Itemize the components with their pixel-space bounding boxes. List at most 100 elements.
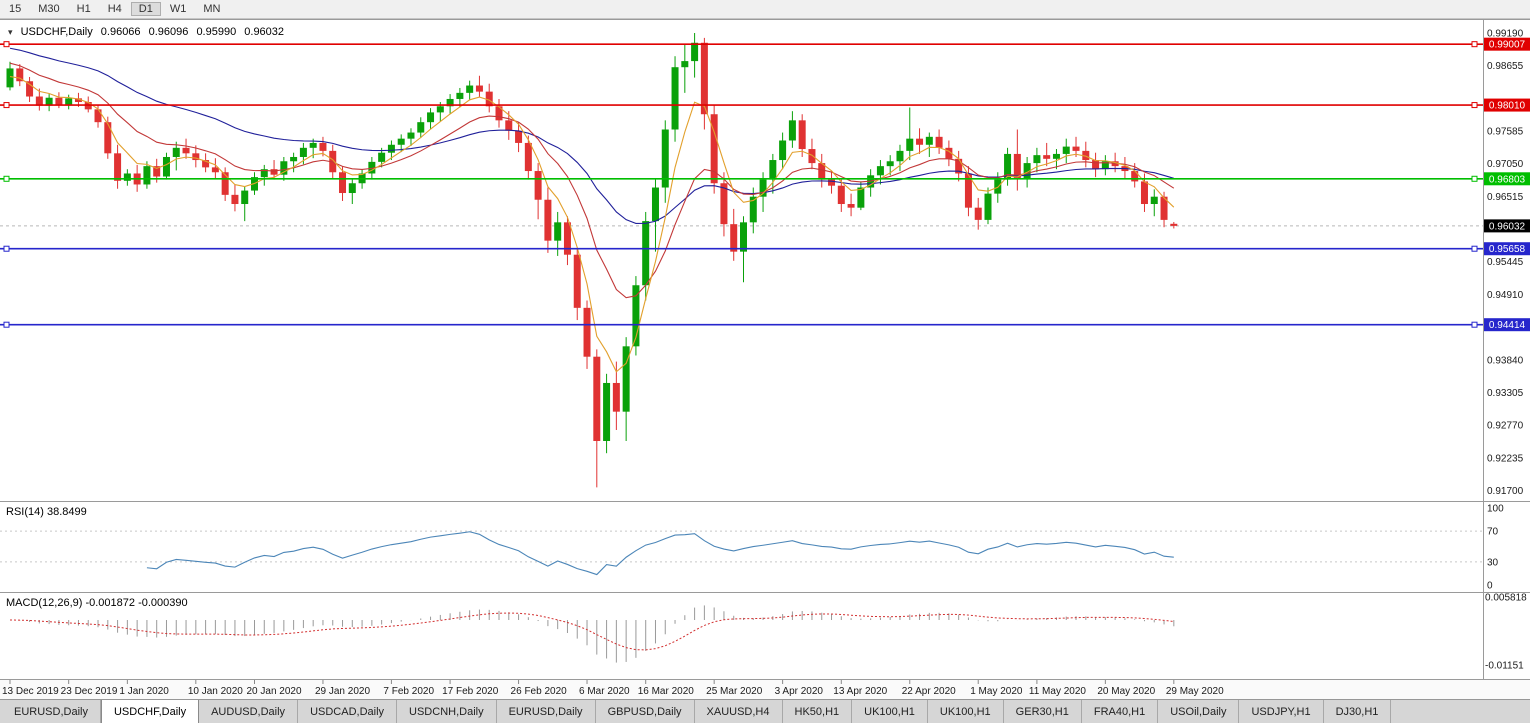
chart-tab-usdcad-daily[interactable]: USDCAD,Daily: [298, 700, 398, 723]
candle-body: [202, 160, 210, 168]
chart-canvas[interactable]: 0.99190 0.98655 0.97585 0.97050 0.96515 0.954…: [0, 19, 1530, 699]
timeframe-button-mn[interactable]: MN: [203, 3, 221, 15]
timeframe-button-h4[interactable]: H4: [107, 3, 122, 15]
date-axis-label: 17 Feb 2020: [442, 686, 499, 697]
candle-body: [935, 136, 943, 148]
candle-body: [681, 61, 689, 68]
candle-body: [1072, 146, 1080, 151]
candle-body: [651, 187, 659, 222]
candle-body: [407, 132, 415, 139]
candle-body: [55, 97, 63, 105]
chart-tab-eurusd-daily[interactable]: EURUSD,Daily: [2, 700, 101, 723]
rsi-indicator-label: RSI(14) 38.8499: [6, 506, 87, 518]
candle-body: [857, 187, 865, 208]
candle-body: [505, 120, 513, 131]
candle-body: [104, 122, 112, 154]
price-axis-badge: [1484, 318, 1530, 332]
price-axis-label: 0.93305: [1487, 388, 1524, 399]
candle-body: [612, 382, 620, 412]
price-axis-badge-label: 0.96803: [1489, 174, 1526, 185]
line-handle[interactable]: [1471, 102, 1478, 109]
chart-area[interactable]: 0.99190 0.98655 0.97585 0.97050 0.96515 0.954…: [0, 19, 1530, 699]
candle-body: [554, 222, 562, 241]
chart-tab-gbpusd-daily[interactable]: GBPUSD,Daily: [595, 700, 695, 723]
candle-body: [417, 122, 425, 133]
candle-body: [16, 68, 24, 82]
candle-body: [94, 109, 102, 123]
chart-tab-eurusd-daily[interactable]: EURUSD,Daily: [496, 700, 596, 723]
candle-body: [632, 285, 640, 347]
candle-body: [788, 120, 796, 141]
symbol-dropdown-icon[interactable]: ▾: [8, 27, 13, 37]
chart-tab-usdchf-daily[interactable]: USDCHF,Daily: [100, 700, 200, 723]
timeframe-button-15[interactable]: 15: [9, 3, 22, 15]
candle-body: [1082, 150, 1090, 161]
line-handle[interactable]: [1471, 245, 1478, 252]
candle-body: [661, 129, 669, 188]
timeframe-button-w1[interactable]: W1: [169, 3, 187, 15]
price-axis-label: 0.93840: [1487, 355, 1524, 366]
chart-tab-audusd-daily[interactable]: AUDUSD,Daily: [199, 700, 299, 723]
chart-tab-xauusd-h4[interactable]: XAUUSD,H4: [694, 700, 783, 723]
chart-tab-usdjpy-h1[interactable]: USDJPY,H1: [1239, 700, 1324, 723]
line-handle[interactable]: [3, 321, 10, 328]
chart-tab-hk50-h1[interactable]: HK50,H1: [782, 700, 853, 723]
chart-tab-bar: EURUSD,Daily USDCHF,Daily AUDUSD,Daily USDC…: [0, 699, 1530, 723]
moving-average-line-13: [9, 62, 1175, 299]
candle-body: [671, 67, 679, 130]
chart-tab-dj30-h1[interactable]: DJ30,H1: [1323, 700, 1392, 723]
candle-body: [515, 130, 523, 143]
candle-body: [387, 144, 395, 153]
timeframe-button-h1[interactable]: H1: [76, 3, 91, 15]
chart-tab-uk100-h1[interactable]: UK100,H1: [927, 700, 1004, 723]
line-handle[interactable]: [3, 102, 10, 109]
candle-body: [397, 138, 405, 145]
candle-body: [700, 42, 708, 115]
candle-body: [270, 169, 278, 175]
line-handle[interactable]: [3, 175, 10, 182]
price-axis-label: 0.91700: [1487, 486, 1524, 497]
candle-body: [192, 153, 200, 161]
candle-body: [603, 382, 611, 441]
line-handle[interactable]: [1471, 41, 1478, 48]
candle-body: [319, 142, 327, 151]
candle-body: [524, 142, 532, 172]
line-handle[interactable]: [1471, 175, 1478, 182]
line-handle[interactable]: [1471, 321, 1478, 328]
date-axis-strip: [0, 680, 1530, 699]
date-axis-label: 23 Dec 2019: [61, 686, 118, 697]
chart-tab-uk100-h1[interactable]: UK100,H1: [852, 700, 928, 723]
date-axis-label: 20 Jan 2020: [247, 686, 302, 697]
price-axis-label: 0.92770: [1487, 421, 1524, 432]
chart-tab-usoil-daily[interactable]: USOil,Daily: [1158, 700, 1240, 723]
date-axis-label: 25 Mar 2020: [706, 686, 763, 697]
candle-body: [280, 161, 288, 175]
candle-body: [691, 42, 699, 62]
line-handle[interactable]: [3, 245, 10, 252]
rsi-axis-label: 0: [1487, 581, 1493, 592]
timeframe-button-d1[interactable]: D1: [130, 2, 161, 16]
candle-body: [798, 120, 806, 150]
macd-signal-line: [9, 612, 1174, 651]
rsi-axis-label: 70: [1487, 527, 1499, 538]
candle-body: [123, 173, 131, 181]
candle-body: [495, 106, 503, 121]
candle-body: [886, 161, 894, 167]
candle-body: [779, 140, 787, 161]
price-axis-label: 0.98655: [1487, 61, 1524, 72]
rsi-axis-label: 100: [1487, 504, 1504, 515]
price-axis-badge-label: 0.94414: [1489, 320, 1526, 331]
candle-body: [260, 169, 268, 178]
line-handle[interactable]: [3, 41, 10, 48]
chart-tab-usdcnh-daily[interactable]: USDCNH,Daily: [397, 700, 497, 723]
candle-body: [143, 166, 151, 185]
ohlc-open: 0.96066: [100, 26, 141, 38]
candle-body: [1131, 171, 1139, 182]
candle-body: [368, 161, 376, 174]
chart-tab-fra40-h1[interactable]: FRA40,H1: [1081, 700, 1159, 723]
timeframe-button-m30[interactable]: M30: [38, 3, 60, 15]
moving-average-line-5: [9, 76, 1175, 373]
candle-body: [475, 85, 483, 92]
candle-body: [45, 97, 53, 106]
chart-tab-ger30-h1[interactable]: GER30,H1: [1003, 700, 1082, 723]
